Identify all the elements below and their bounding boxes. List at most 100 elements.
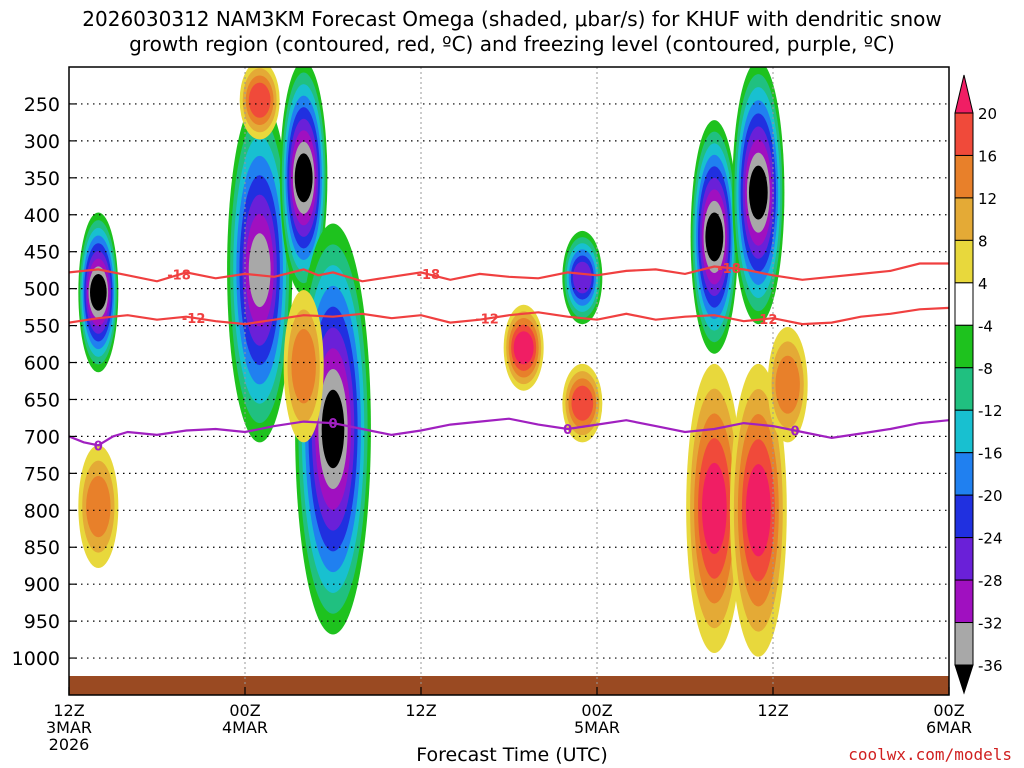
colorbar-swatch-13 — [954, 622, 974, 666]
y-tick-label-600: 600 — [24, 353, 60, 375]
omega-feature-pos-h2-lower — [78, 445, 119, 569]
omega-level-12 — [775, 355, 800, 414]
omega-level--36 — [705, 212, 724, 262]
colorbar-swatch-9 — [954, 452, 974, 496]
colorbar-label-3: 8 — [978, 232, 988, 250]
omega-feature-pos-h49-mid — [767, 326, 808, 443]
chart-title-line-2: growth region (contoured, red, ºC) and f… — [129, 32, 895, 56]
omega-feature-pos-h16-mid — [283, 290, 324, 443]
x-tick-label-0-0: 12Z — [53, 701, 84, 720]
x-tick-label-36-1: 5MAR — [574, 718, 620, 737]
contour-label-minus-18c-1: -18 — [417, 268, 441, 283]
colorbar-swatch-2 — [954, 154, 974, 199]
chart-title-line-1: 2026030312 NAM3KM Forecast Omega (shaded… — [82, 7, 942, 31]
colorbar-swatch-1 — [954, 112, 974, 156]
contour-label-minus-12c-0: -12 — [182, 312, 206, 327]
contour-label-freezing-level-1: 0 — [328, 417, 337, 432]
omega-feature-pos-h31-mid — [503, 304, 544, 391]
colorbar-swatch-8 — [954, 409, 974, 454]
y-tick-label-800: 800 — [24, 500, 60, 522]
omega-feature-core-h2-upper — [78, 212, 119, 373]
colorbar-label-5: -4 — [978, 317, 993, 335]
omega-level-12 — [86, 475, 111, 538]
colorbar-label-1: 16 — [978, 147, 997, 165]
x-tick-label-48-0: 12Z — [757, 701, 788, 720]
omega-feature-core-h13-upper — [227, 97, 293, 443]
contour-label-freezing-level-2: 0 — [563, 423, 572, 438]
colorbar-label-4: 4 — [978, 275, 988, 293]
omega-level-16 — [571, 385, 594, 421]
x-tick-label-60-0: 00Z — [933, 701, 964, 720]
omega-level-20 — [513, 331, 534, 365]
colorbar-label-2: 12 — [978, 190, 997, 208]
contour-freezing-level — [69, 417, 949, 447]
y-tick-label-500: 500 — [24, 279, 60, 301]
colorbar-label-12: -32 — [978, 615, 1003, 633]
omega-level-12 — [291, 329, 316, 404]
omega-level--36 — [321, 389, 345, 469]
contour-label-freezing-level-3: 0 — [790, 425, 799, 440]
y-tick-label-550: 550 — [24, 316, 60, 338]
omega-level-16 — [248, 82, 271, 118]
omega-feature-pos-h44-lower — [686, 363, 743, 653]
omega-feature-core-h47-upper — [732, 67, 785, 325]
plot-frame — [68, 66, 950, 696]
contour-minus-12c — [69, 306, 949, 326]
contour-label-minus-12c-1: -12 — [475, 313, 499, 328]
y-tick-label-950: 950 — [24, 611, 60, 633]
omega-level--36 — [748, 165, 768, 220]
temperature-contours: -18 -18 -18 -12 -12 -12 0 0 0 0 — [69, 262, 949, 454]
colorbar-top-arrow — [954, 74, 974, 114]
y-tick-label-400: 400 — [24, 205, 60, 227]
colorbar-swatch-6 — [954, 324, 974, 369]
x-tick-label-12-1: 4MAR — [222, 718, 268, 737]
colorbar-label-7: -12 — [978, 402, 1003, 420]
y-tick-label-1000: 1000 — [12, 648, 60, 670]
colorbar-label-13: -36 — [978, 657, 1003, 675]
y-tick-label-900: 900 — [24, 574, 60, 596]
omega-level-20 — [745, 464, 771, 557]
y-tick-label-300: 300 — [24, 131, 60, 153]
colorbar-swatch-10 — [954, 494, 974, 539]
x-tick-label-0-2: 2026 — [49, 735, 90, 754]
contour-label-freezing-level-0: 0 — [94, 439, 103, 454]
y-tick-label-250: 250 — [24, 94, 60, 116]
omega-level--24 — [572, 261, 592, 294]
omega-level--36 — [90, 274, 107, 311]
colorbar-bottom-arrow — [954, 664, 974, 695]
y-tick-label-350: 350 — [24, 168, 60, 190]
x-tick-label-36-0: 00Z — [581, 701, 612, 720]
colorbar-swatch-12 — [954, 579, 974, 624]
y-tick-label-750: 750 — [24, 463, 60, 485]
colorbar-label-6: -8 — [978, 360, 993, 378]
x-tick-label-60-1: 6MAR — [926, 718, 972, 737]
credit-text: coolwx.com/models — [848, 745, 1012, 764]
contour-label-minus-18c-0: -18 — [167, 269, 191, 284]
omega-level--32 — [248, 233, 271, 308]
colorbar-swatch-3 — [954, 197, 974, 241]
colorbar-label-9: -20 — [978, 487, 1003, 505]
colorbar-label-11: -28 — [978, 572, 1003, 590]
y-tick-label-700: 700 — [24, 426, 60, 448]
colorbar-swatch-7 — [954, 367, 974, 411]
omega-feature-pos-h13-top — [239, 67, 280, 140]
y-tick-label-450: 450 — [24, 242, 60, 264]
omega-colorbar: 20 16 12 8 4 -4 -8 -12 -16 -20 -24 -28 -32 -36 — [954, 74, 1003, 695]
omega-level-20 — [702, 462, 727, 555]
colorbar-swatch-4 — [954, 239, 974, 284]
colorbar-label-8: -16 — [978, 445, 1003, 463]
colorbar-swatch-11 — [954, 537, 974, 581]
y-tick-label-650: 650 — [24, 389, 60, 411]
colorbar-swatch-5 — [954, 282, 974, 326]
contour-minus-18c — [69, 262, 949, 283]
contour-label-minus-18c-2: -18 — [717, 262, 741, 277]
pressure-axis: 250 300 350 400 450 500 550 600 650 700 750 800 850 9… — [12, 94, 77, 670]
omega-feature-pos-h35-mid — [562, 363, 603, 443]
omega-shading — [78, 67, 808, 657]
omega-feature-neg-h35-mid — [562, 230, 603, 325]
colorbar-label-0: 20 — [978, 105, 997, 123]
colorbar-label-10: -24 — [978, 530, 1003, 548]
x-tick-label-0-1: 3MAR — [46, 718, 92, 737]
